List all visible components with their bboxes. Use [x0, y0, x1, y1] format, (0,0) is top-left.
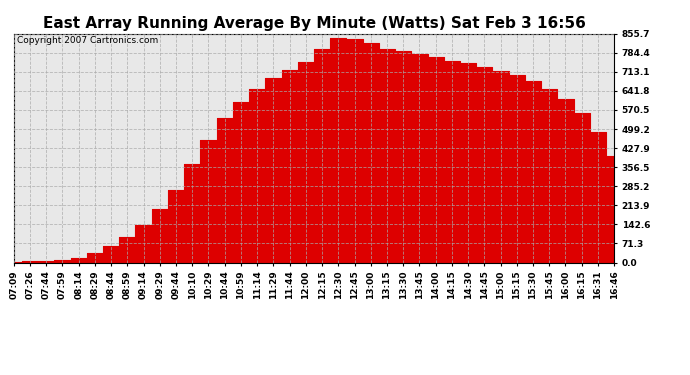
Text: Copyright 2007 Cartronics.com: Copyright 2007 Cartronics.com — [17, 36, 158, 45]
Title: East Array Running Average By Minute (Watts) Sat Feb 3 16:56: East Array Running Average By Minute (Wa… — [43, 16, 585, 31]
